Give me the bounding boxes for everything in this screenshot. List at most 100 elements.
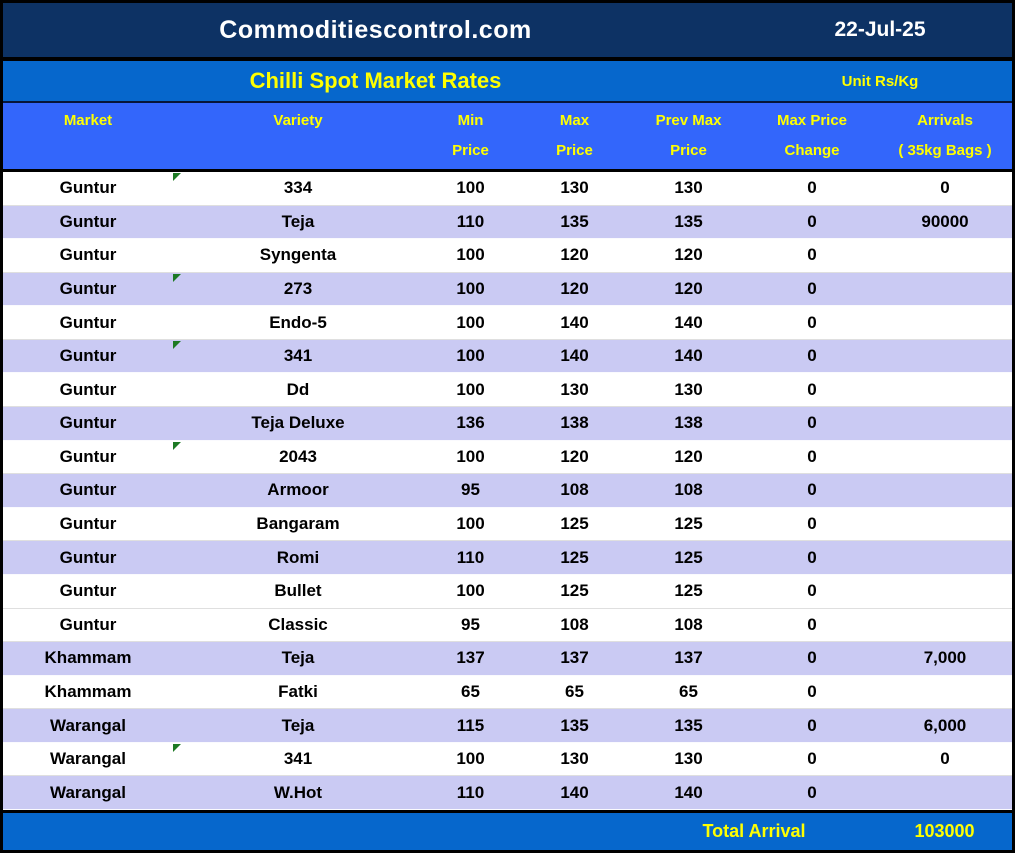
- cell-text: 0: [807, 648, 817, 668]
- cell-text: 0: [807, 514, 817, 534]
- cell-variety: Teja: [173, 642, 423, 675]
- cell-min-price: 100: [423, 306, 518, 339]
- cell-text: 135: [674, 715, 703, 735]
- cell-min-price: 65: [423, 676, 518, 709]
- page-title: Chilli Spot Market Rates: [249, 68, 502, 93]
- cell-text: 130: [674, 178, 703, 198]
- table-row: Guntur Teja 110 135 135 0 90000: [3, 205, 1012, 240]
- cell-text: 140: [560, 782, 589, 802]
- cell-max-price-change: 0: [746, 441, 878, 474]
- cell-text: Khammam: [44, 681, 132, 701]
- cell-text: 108: [560, 480, 589, 500]
- cell-max-price: 137: [518, 642, 631, 675]
- cell-arrivals: [878, 609, 1012, 642]
- cell-min-price: 115: [423, 709, 518, 742]
- cell-min-price: 95: [423, 474, 518, 507]
- cell-prev-max-price: 108: [631, 474, 746, 507]
- cell-text: Guntur: [59, 346, 117, 366]
- cell-text: 130: [674, 749, 703, 769]
- cell-prev-max-price: 130: [631, 373, 746, 406]
- cell-prev-max-price: 108: [631, 609, 746, 642]
- cell-text: 110: [456, 211, 485, 231]
- cell-text: 0: [807, 749, 817, 769]
- cell-prev-max-price: 137: [631, 642, 746, 675]
- cell-max-price-change: 0: [746, 273, 878, 306]
- cell-max-price: 135: [518, 709, 631, 742]
- cell-text: 0: [807, 782, 817, 802]
- cell-variety: Classic: [173, 609, 423, 642]
- table-row: Guntur Syngenta 100 120 120 0: [3, 239, 1012, 273]
- cell-arrivals: 0: [878, 172, 1012, 205]
- column-header-prev-max-price: Prev Max Price: [655, 112, 722, 159]
- cell-text: 130: [674, 379, 703, 399]
- cell-text: 108: [560, 614, 589, 634]
- cell-max-price-change: 0: [746, 407, 878, 440]
- report-date: 22-Jul-25: [834, 18, 926, 41]
- table-row: Khammam Fatki 65 65 65 0: [3, 675, 1012, 710]
- cell-max-price-change: 0: [746, 206, 878, 239]
- cell-variety: Teja: [173, 709, 423, 742]
- cell-text: W.Hot: [273, 782, 323, 802]
- cell-text: 100: [456, 346, 485, 366]
- cell-prev-max-price: 120: [631, 239, 746, 272]
- cell-text: Guntur: [59, 379, 117, 399]
- cell-prev-max-price: 140: [631, 340, 746, 373]
- cell-text: 65: [461, 681, 480, 701]
- cell-prev-max-price: 125: [631, 541, 746, 574]
- cell-text: 108: [674, 614, 703, 634]
- cell-variety: Bullet: [173, 575, 423, 608]
- cell-text: 135: [560, 211, 589, 231]
- column-header-arrivals: Arrivals( 35kg Bags ): [898, 112, 992, 159]
- cell-max-price-change: 0: [746, 642, 878, 675]
- cell-variety: Endo-5: [173, 306, 423, 339]
- cell-text: Guntur: [59, 480, 117, 500]
- cell-text: 140: [674, 346, 703, 366]
- cell-arrivals: [878, 239, 1012, 272]
- cell-text: 0: [807, 312, 817, 332]
- cell-max-price: 120: [518, 239, 631, 272]
- cell-max-price-change: 0: [746, 508, 878, 541]
- cell-text: 137: [456, 648, 485, 668]
- cell-text: Syngenta: [259, 245, 337, 265]
- cell-text: 140: [560, 346, 589, 366]
- cell-text: 138: [560, 413, 589, 433]
- cell-text: 130: [560, 749, 589, 769]
- cell-text: 100: [456, 581, 485, 601]
- cell-arrivals: [878, 541, 1012, 574]
- cell-prev-max-price: 130: [631, 743, 746, 776]
- cell-min-price: 100: [423, 373, 518, 406]
- cell-arrivals: [878, 676, 1012, 709]
- cell-text: Guntur: [59, 614, 117, 634]
- cell-variety: Romi: [173, 541, 423, 574]
- cell-variety: Dd: [173, 373, 423, 406]
- cell-max-price: 120: [518, 441, 631, 474]
- cell-text: 100: [456, 379, 485, 399]
- cell-max-price: 120: [518, 273, 631, 306]
- cell-prev-max-price: 138: [631, 407, 746, 440]
- cell-market: Guntur: [3, 373, 173, 406]
- cell-max-price-change: 0: [746, 743, 878, 776]
- cell-text: 140: [560, 312, 589, 332]
- cell-corner-flag-icon: [173, 173, 181, 181]
- cell-text: Guntur: [59, 514, 117, 534]
- cell-text: 341: [283, 749, 313, 769]
- table-row: Guntur Bangaram 100 125 125 0: [3, 507, 1012, 542]
- cell-text: 7,000: [923, 648, 967, 668]
- cell-text: 0: [807, 581, 817, 601]
- cell-min-price: 137: [423, 642, 518, 675]
- cell-market: Khammam: [3, 676, 173, 709]
- cell-text: 0: [807, 681, 817, 701]
- cell-text: 120: [560, 245, 589, 265]
- table-row: Guntur Teja Deluxe 136 138 138 0: [3, 407, 1012, 441]
- cell-market: Guntur: [3, 407, 173, 440]
- cell-prev-max-price: 135: [631, 206, 746, 239]
- column-header-row: Market Variety Min Price Max Price Prev Max Pri…: [3, 103, 1012, 169]
- cell-arrivals: [878, 273, 1012, 306]
- cell-arrivals: [878, 373, 1012, 406]
- cell-min-price: 110: [423, 776, 518, 809]
- cell-text: 100: [456, 245, 485, 265]
- cell-text: 115: [456, 715, 485, 735]
- cell-text: 100: [456, 178, 485, 198]
- cell-arrivals: [878, 575, 1012, 608]
- cell-prev-max-price: 125: [631, 508, 746, 541]
